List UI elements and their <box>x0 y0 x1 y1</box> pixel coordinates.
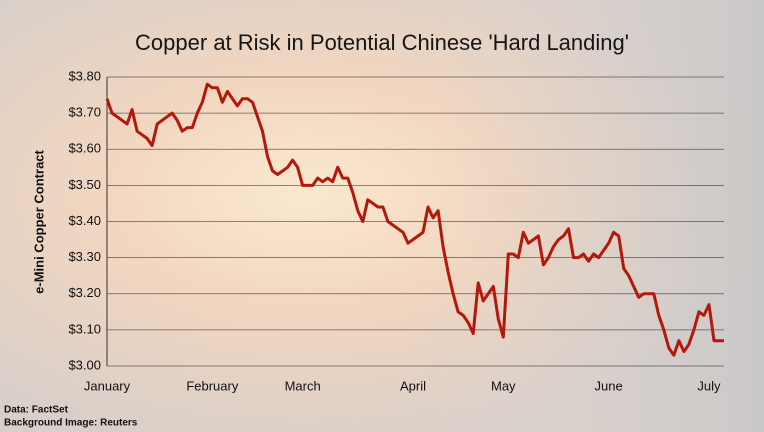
background-shade <box>420 0 764 432</box>
x-tick-label: May <box>491 378 516 393</box>
x-tick-label: June <box>595 378 623 393</box>
chart-title: Copper at Risk in Potential Chinese 'Har… <box>135 30 629 55</box>
y-tick-label: $3.10 <box>68 321 101 336</box>
y-axis-label: e-Mini Copper Contract <box>31 149 46 293</box>
source-note: Data: FactSet <box>4 405 69 416</box>
y-tick-label: $3.30 <box>68 249 101 264</box>
price-line <box>105 82 724 357</box>
x-tick-label: February <box>186 378 239 393</box>
x-tick-label: April <box>400 378 426 393</box>
y-tick-label: $3.60 <box>68 141 101 156</box>
y-tick-label: $3.80 <box>68 68 101 83</box>
y-tick-label: $3.50 <box>68 177 101 192</box>
plot-area: $3.00 $3.10 $3.20 $3.30 $3.40 $3.50 $3.60 $3.70… <box>68 68 724 393</box>
x-tick-label: March <box>285 378 321 393</box>
x-tick-label: January <box>84 378 131 393</box>
y-tick-label: $3.20 <box>68 285 101 300</box>
source-note: Background Image: Reuters <box>4 418 138 429</box>
y-tick-label: $3.00 <box>68 357 101 372</box>
x-tick-label: July <box>697 378 721 393</box>
y-tick-label: $3.70 <box>68 105 101 120</box>
y-tick-label: $3.40 <box>68 213 101 228</box>
